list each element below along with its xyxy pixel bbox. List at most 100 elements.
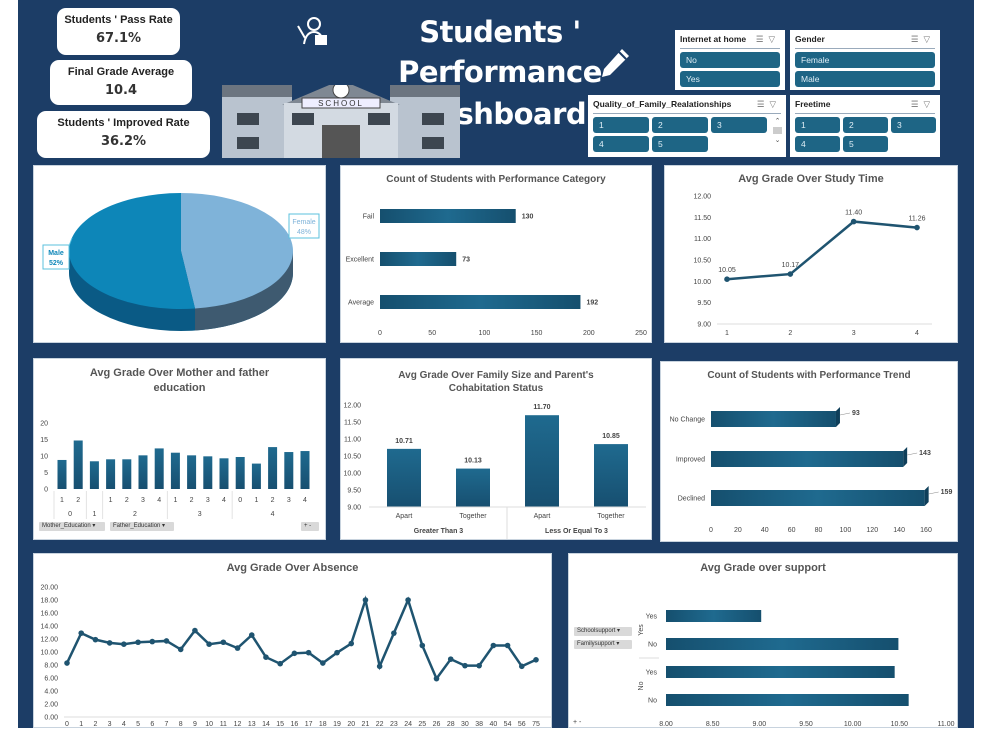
slicer-item-5[interactable]: 5	[843, 136, 888, 152]
father-education-label: 2	[271, 497, 275, 504]
slicer-item-no[interactable]: No	[680, 52, 780, 68]
data-label: 159	[941, 489, 953, 496]
x-tick-label: 3	[852, 330, 856, 337]
x-tick-label: 20	[734, 527, 742, 534]
slicer-item-3[interactable]: 3	[711, 117, 767, 133]
data-point	[206, 641, 212, 647]
data-point	[106, 640, 113, 646]
y-tick-label: 5	[44, 470, 48, 477]
multiselect-filter-icon[interactable]: ☰▽	[910, 34, 935, 44]
school-support-filter[interactable]: Schoolsupport ▾	[574, 627, 632, 636]
y-tick-label: 20.00	[40, 585, 58, 592]
teacher-icon	[297, 17, 327, 45]
x-tick-label: 75	[532, 721, 540, 728]
x-tick-label: 4	[122, 721, 126, 728]
x-tick-label: 40	[489, 721, 497, 728]
y-tick-label: 11.50	[344, 420, 361, 427]
slicer-item-yes[interactable]: Yes	[680, 71, 780, 87]
x-tick-label: 10.00	[844, 721, 862, 728]
pie-slice-male	[68, 193, 196, 309]
data-point	[248, 632, 255, 638]
x-tick-label: 8.00	[659, 721, 673, 728]
data-label: 73	[462, 257, 470, 264]
slicer-item-1[interactable]: 1	[795, 117, 840, 133]
mother-education-filter[interactable]: Mother_Education ▾	[39, 522, 105, 531]
data-point	[462, 662, 468, 669]
y-tick-label: 15	[40, 437, 48, 444]
group-label: Yes	[638, 624, 645, 636]
slicer-item-4[interactable]: 4	[795, 136, 840, 152]
data-label: 10.17	[782, 262, 800, 269]
chart-title: Avg Grade over support	[700, 562, 826, 574]
x-tick-label: 20	[347, 721, 355, 728]
slicer-item-4[interactable]: 4	[593, 136, 649, 152]
bar-category-label: No	[648, 698, 657, 705]
x-tick-label: 6	[150, 721, 154, 728]
bar	[387, 448, 421, 507]
y-category-label: No Change	[670, 417, 706, 424]
x-tick-label: 15	[276, 721, 284, 728]
slicer-item-2[interactable]: 2	[652, 117, 708, 133]
bar	[666, 694, 909, 706]
family-support-filter[interactable]: Familysupport ▾	[574, 640, 632, 649]
y-tick-label: 9.00	[347, 505, 361, 512]
father-education-filter[interactable]: Father_Education ▾	[110, 522, 174, 531]
data-point	[121, 641, 127, 647]
mother-education-label: 2	[133, 511, 137, 518]
data-label: 192	[586, 300, 598, 307]
slicer-item-female[interactable]: Female	[795, 52, 935, 68]
x-tick-label: 2	[93, 721, 97, 728]
x-tick-label: 1	[725, 330, 729, 337]
slicer-item-1[interactable]: 1	[593, 117, 649, 133]
bar-3d-edge	[903, 447, 908, 467]
bar-category-label: No	[648, 642, 657, 649]
kpi-value: 36.2%	[100, 134, 147, 149]
multiselect-filter-icon[interactable]: ☰▽	[756, 99, 781, 109]
slicer-title: Internet at home	[680, 34, 747, 44]
y-tick-label: 4.00	[44, 689, 58, 696]
bar	[456, 468, 490, 507]
bar	[122, 459, 132, 489]
slicer-item-2[interactable]: 2	[843, 117, 888, 133]
data-label: 11.70	[533, 404, 550, 411]
y-tick-label: 9.00	[697, 322, 711, 329]
kpi-improved-rate: Students ' Improved Rate 36.2%	[37, 111, 210, 158]
x-tick-label: 160	[920, 527, 932, 534]
expand-collapse-button[interactable]: + -	[301, 522, 319, 531]
bar	[284, 452, 294, 489]
data-point	[177, 646, 184, 653]
data-point	[320, 660, 326, 666]
x-tick-label: 22	[376, 721, 384, 728]
bar	[666, 610, 762, 622]
y-tick-label: 10.00	[40, 650, 58, 657]
multiselect-filter-icon[interactable]: ☰▽	[910, 99, 935, 109]
slicer-scrollbar[interactable]: ⌃ ⌄	[773, 118, 782, 144]
expand-collapse-button: + -	[573, 719, 582, 726]
multiselect-filter-icon[interactable]: ☰▽	[755, 34, 780, 44]
pie-value-female: 48%	[297, 229, 311, 236]
x-tick-label: 140	[893, 527, 905, 534]
data-point	[787, 271, 794, 277]
y-tick-label: 10.50	[343, 454, 361, 461]
bar	[268, 447, 278, 489]
pie-label-box-female	[288, 213, 320, 239]
y-tick-label: 11.50	[694, 215, 711, 222]
data-point	[447, 656, 454, 662]
chart-title: Avg Grade Over Study Time	[738, 173, 884, 185]
data-point	[263, 654, 269, 660]
performance-category-chart: Count of Students with Performance Categ…	[340, 165, 652, 343]
y-tick-label: 10	[40, 454, 48, 461]
x-tick-label: 11	[220, 721, 227, 728]
slicer-item-male[interactable]: Male	[795, 71, 935, 87]
pie-leader-male	[68, 237, 73, 247]
data-label-leader	[907, 452, 918, 456]
kpi-value: 67.1%	[95, 31, 142, 46]
slicer-item-5[interactable]: 5	[652, 136, 708, 152]
x-tick-label: 0	[378, 330, 382, 337]
slicer-item-3[interactable]: 3	[891, 117, 936, 133]
y-tick-label: 12.00	[40, 637, 58, 644]
x-tick-label: 4	[915, 330, 919, 337]
bar	[380, 252, 457, 266]
data-point	[362, 597, 369, 603]
education-chart: Avg Grade Over Mother and father educati…	[33, 358, 326, 540]
